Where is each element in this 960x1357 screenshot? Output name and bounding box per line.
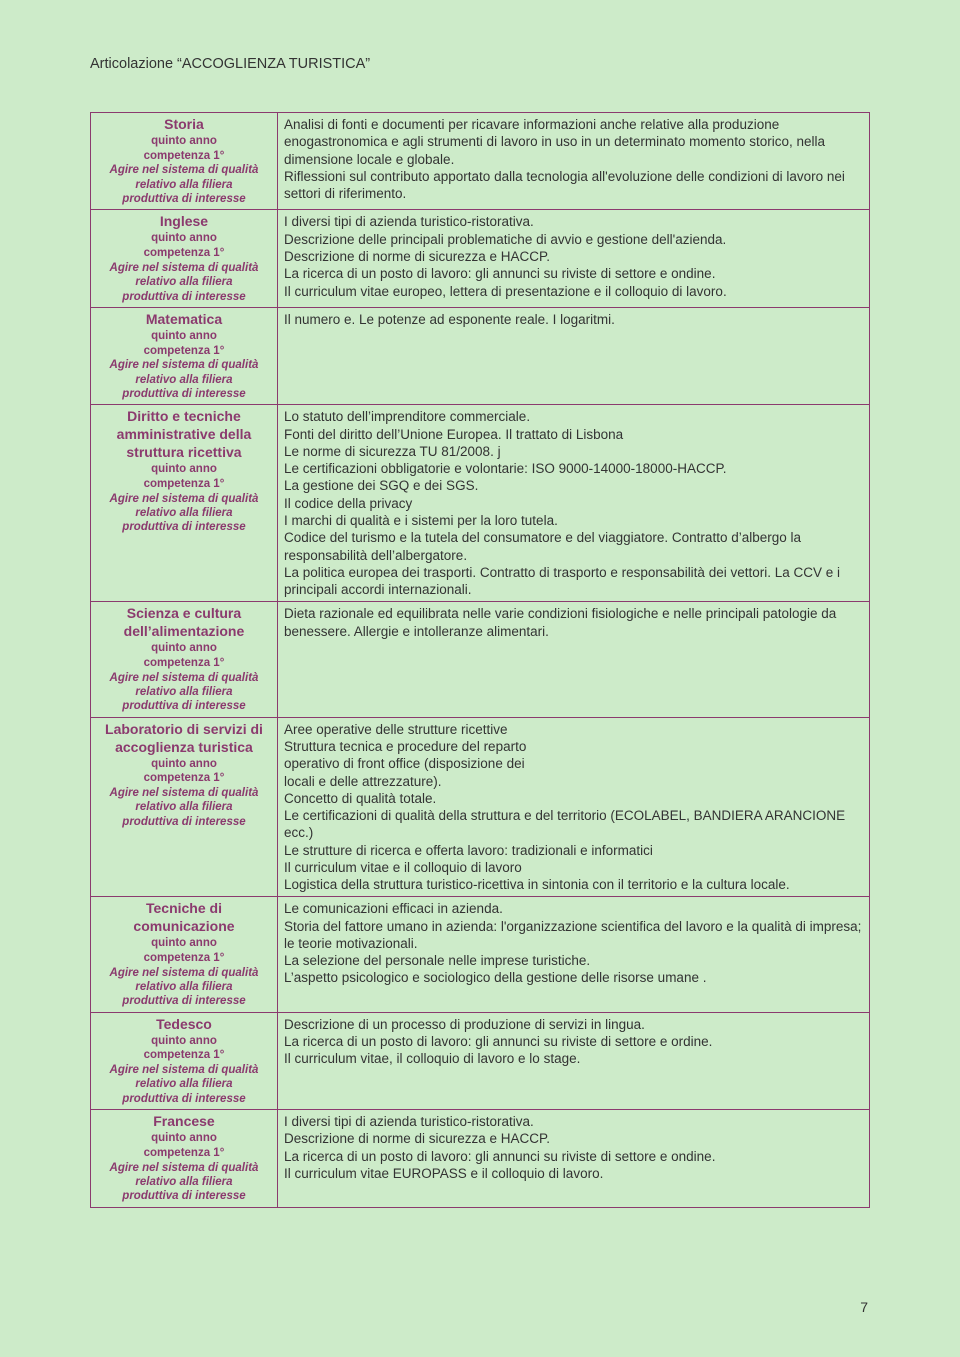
subject-cell: Inglesequinto annocompetenza 1°Agire nel… [91,210,278,307]
agire-line: relativo alla filiera [97,275,271,289]
competenza-label: competenza 1° [97,246,271,261]
subject-cell: Storiaquinto annocompetenza 1°Agire nel … [91,113,278,210]
year-label: quinto anno [97,231,271,246]
agire-line: Agire nel sistema di qualità [97,492,271,506]
agire-line: produttiva di interesse [97,699,271,713]
competenza-label: competenza 1° [97,1048,271,1063]
agire-line: produttiva di interesse [97,994,271,1008]
agire-line: Agire nel sistema di qualità [97,1161,271,1175]
page-title: Articolazione “ACCOGLIENZA TURISTICA” [90,56,870,72]
content-cell: Analisi di fonti e documenti per ricavar… [277,113,869,210]
year-label: quinto anno [97,757,271,772]
competenza-label: competenza 1° [97,477,271,492]
curriculum-table: Storiaquinto annocompetenza 1°Agire nel … [90,112,870,1208]
page-number: 7 [860,1299,868,1315]
year-label: quinto anno [97,1034,271,1049]
document-page: Articolazione “ACCOGLIENZA TURISTICA” St… [0,0,960,1357]
subject-cell: Scienza e cultura dell’alimentazionequin… [91,602,278,717]
subject-name: Tedesco [97,1016,271,1034]
subject-name: Laboratorio di servizi di accoglienza tu… [97,721,271,757]
subject-name: Scienza e cultura dell’alimentazione [97,605,271,641]
agire-line: Agire nel sistema di qualità [97,358,271,372]
table-row: Storiaquinto annocompetenza 1°Agire nel … [91,113,870,210]
subject-name: Francese [97,1113,271,1131]
competenza-label: competenza 1° [97,149,271,164]
agire-line: Agire nel sistema di qualità [97,966,271,980]
table-row: Tecniche di comunicazionequinto annocomp… [91,897,870,1012]
year-label: quinto anno [97,936,271,951]
agire-line: relativo alla filiera [97,1175,271,1189]
agire-line: produttiva di interesse [97,815,271,829]
agire-line: produttiva di interesse [97,520,271,534]
year-label: quinto anno [97,134,271,149]
competenza-label: competenza 1° [97,656,271,671]
agire-line: produttiva di interesse [97,192,271,206]
content-cell: Lo statuto dell’imprenditore commerciale… [277,405,869,602]
content-cell: Le comunicazioni efficaci in azienda.Sto… [277,897,869,1012]
subject-cell: Tedescoquinto annocompetenza 1°Agire nel… [91,1012,278,1109]
content-cell: Aree operative delle strutture ricettive… [277,717,869,897]
agire-line: relativo alla filiera [97,373,271,387]
agire-line: Agire nel sistema di qualità [97,671,271,685]
subject-cell: Matematicaquinto annocompetenza 1°Agire … [91,307,278,404]
table-row: Inglesequinto annocompetenza 1°Agire nel… [91,210,870,307]
competenza-label: competenza 1° [97,771,271,786]
table-row: Francesequinto annocompetenza 1°Agire ne… [91,1110,870,1207]
subject-name: Matematica [97,311,271,329]
content-cell: I diversi tipi di azienda turistico-rist… [277,1110,869,1207]
subject-name: Storia [97,116,271,134]
subject-cell: Tecniche di comunicazionequinto annocomp… [91,897,278,1012]
agire-line: relativo alla filiera [97,1077,271,1091]
table-row: Matematicaquinto annocompetenza 1°Agire … [91,307,870,404]
agire-line: produttiva di interesse [97,387,271,401]
agire-line: produttiva di interesse [97,290,271,304]
content-cell: Dieta razionale ed equilibrata nelle var… [277,602,869,717]
subject-name: Tecniche di comunicazione [97,900,271,936]
agire-line: Agire nel sistema di qualità [97,1063,271,1077]
agire-line: produttiva di interesse [97,1189,271,1203]
year-label: quinto anno [97,1131,271,1146]
subject-name: Inglese [97,213,271,231]
year-label: quinto anno [97,641,271,656]
agire-line: relativo alla filiera [97,980,271,994]
table-row: Tedescoquinto annocompetenza 1°Agire nel… [91,1012,870,1109]
agire-line: Agire nel sistema di qualità [97,786,271,800]
agire-line: Agire nel sistema di qualità [97,163,271,177]
competenza-label: competenza 1° [97,951,271,966]
subject-cell: Francesequinto annocompetenza 1°Agire ne… [91,1110,278,1207]
content-cell: I diversi tipi di azienda turistico-rist… [277,210,869,307]
subject-cell: Laboratorio di servizi di accoglienza tu… [91,717,278,897]
content-cell: Il numero e. Le potenze ad esponente rea… [277,307,869,404]
competenza-label: competenza 1° [97,1146,271,1161]
agire-line: relativo alla filiera [97,685,271,699]
agire-line: relativo alla filiera [97,506,271,520]
table-row: Diritto e tecniche amministrative della … [91,405,870,602]
subject-cell: Diritto e tecniche amministrative della … [91,405,278,602]
competenza-label: competenza 1° [97,344,271,359]
year-label: quinto anno [97,462,271,477]
agire-line: Agire nel sistema di qualità [97,261,271,275]
table-row: Scienza e cultura dell’alimentazionequin… [91,602,870,717]
year-label: quinto anno [97,329,271,344]
agire-line: relativo alla filiera [97,178,271,192]
subject-name: Diritto e tecniche amministrative della … [97,408,271,462]
agire-line: produttiva di interesse [97,1092,271,1106]
agire-line: relativo alla filiera [97,800,271,814]
content-cell: Descrizione di un processo di produzione… [277,1012,869,1109]
table-row: Laboratorio di servizi di accoglienza tu… [91,717,870,897]
